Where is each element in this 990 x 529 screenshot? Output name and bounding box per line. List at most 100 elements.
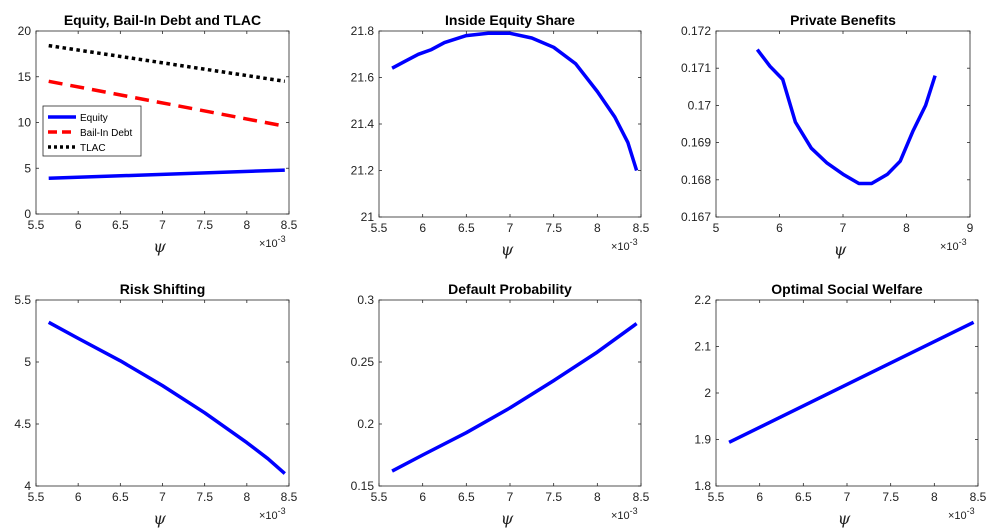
y-tick-label: 4 — [24, 479, 31, 493]
x-tick-label: 6.5 — [112, 218, 129, 232]
multiplier-base: ×10 — [940, 241, 959, 253]
y-tick-label: 0.3 — [357, 293, 374, 307]
x-tick-label: 8.5 — [633, 490, 650, 504]
x-axis-label: ψ — [153, 509, 166, 528]
chart-title: Equity, Bail-In Debt and TLAC — [64, 12, 261, 28]
legend: Equity Bail-In Debt TLAC — [42, 105, 142, 157]
y-tick-label: 2.2 — [694, 293, 711, 307]
chart-title: Optimal Social Welfare — [771, 281, 923, 297]
x-axis-label: ψ — [834, 240, 847, 259]
multiplier-exponent: -3 — [630, 237, 638, 247]
multiplier-exponent: -3 — [967, 506, 975, 516]
y-tick-label: 0.25 — [351, 355, 375, 369]
series-line-equity — [48, 168, 285, 181]
chart-title: Inside Equity Share — [445, 12, 575, 28]
multiplier-exponent: -3 — [278, 234, 286, 244]
series-line-1 — [391, 322, 638, 473]
chart-title: Default Probability — [448, 281, 572, 297]
y-tick-label: 0.2 — [357, 417, 374, 431]
x-tick-label: 7 — [840, 221, 847, 235]
x-axis-multiplier: ×10-3 — [259, 234, 286, 250]
x-tick-label: 6.5 — [795, 490, 812, 504]
x-tick-label: 8 — [243, 218, 250, 232]
x-axis-multiplier: ×10-3 — [948, 506, 975, 522]
multiplier-base: ×10 — [259, 510, 278, 522]
chart-panel-3: Private Benefits 5 6 7 8 9 0.167 0.168 0.169 0.17… — [681, 12, 974, 259]
multiplier-exponent: -3 — [278, 506, 286, 516]
x-tick-label: 7.5 — [196, 218, 213, 232]
multiplier-base: ×10 — [259, 238, 278, 250]
y-tick-label: 5.5 — [14, 293, 31, 307]
chart-title: Private Benefits — [790, 12, 896, 28]
series-line-bail-in-debt — [48, 79, 286, 128]
multiplier-exponent: -3 — [630, 506, 638, 516]
x-tick-label: 8.5 — [633, 221, 650, 235]
y-tick-label: 21.2 — [351, 164, 375, 178]
axes-box — [715, 299, 979, 487]
chart-panel-1: Equity, Bail-In Debt and TLAC 5.5 6 6.5 7 7.5… — [18, 12, 298, 256]
x-axis-multiplier: ×10-3 — [611, 506, 638, 522]
x-tick-label: 6.5 — [458, 490, 475, 504]
y-tick-label: 5 — [24, 355, 31, 369]
y-tick-label: 0.171 — [681, 61, 711, 75]
y-tick-label: 0.172 — [681, 24, 711, 38]
series-line-tlac — [48, 43, 286, 84]
y-tick-label: 21.6 — [351, 71, 375, 85]
y-tick-label: 2 — [704, 386, 711, 400]
x-tick-label: 6 — [776, 221, 783, 235]
y-tick-label: 0.167 — [681, 210, 711, 224]
y-tick-label: 21.8 — [351, 24, 375, 38]
legend-label: Equity — [80, 113, 108, 124]
x-tick-label: 8.5 — [970, 490, 987, 504]
x-tick-label: 9 — [967, 221, 974, 235]
axes-box — [35, 299, 290, 487]
y-tick-label: 10 — [18, 116, 32, 130]
x-tick-label: 8.5 — [281, 218, 298, 232]
y-tick-label: 4.5 — [14, 417, 31, 431]
y-tick-label: 0.15 — [351, 479, 375, 493]
axes-box — [715, 30, 971, 218]
x-tick-label: 6 — [75, 490, 82, 504]
series-line-1 — [47, 320, 286, 475]
legend-label: TLAC — [80, 143, 106, 154]
x-axis-label: ψ — [153, 237, 166, 256]
y-tick-label: 15 — [18, 70, 32, 84]
chart-panel-4: Risk Shifting 5.5 6 6.5 7 7.5 8 8.5 4 4.5 5 5.5 ψ ×10… — [14, 281, 297, 528]
x-tick-label: 7.5 — [545, 221, 562, 235]
x-axis-multiplier: ×10-3 — [611, 237, 638, 253]
x-tick-label: 7.5 — [545, 490, 562, 504]
y-tick-label: 0.17 — [688, 98, 712, 112]
x-tick-label: 8 — [594, 490, 601, 504]
x-tick-label: 8 — [931, 490, 938, 504]
x-tick-label: 7 — [159, 490, 166, 504]
multiplier-base: ×10 — [611, 241, 630, 253]
axes-box — [378, 30, 642, 218]
x-axis-label: ψ — [838, 509, 851, 528]
chart-panel-2: Inside Equity Share 5.5 6 6.5 7 7.5 8 8.5 21 21.2… — [351, 12, 650, 259]
legend-box — [42, 105, 142, 157]
x-tick-label: 7 — [844, 490, 851, 504]
x-tick-label: 6 — [419, 221, 426, 235]
x-tick-label: 7.5 — [196, 490, 213, 504]
x-tick-label: 5.5 — [371, 221, 388, 235]
chart-panel-6: Optimal Social Welfare 5.5 6 6.5 7 7.5 8 8.5 1.8… — [694, 281, 986, 528]
y-tick-label: 2.1 — [694, 340, 711, 354]
y-tick-label: 0 — [24, 207, 31, 221]
x-axis-label: ψ — [501, 240, 514, 259]
x-axis-label: ψ — [501, 509, 514, 528]
x-tick-label: 6.5 — [112, 490, 129, 504]
x-axis-multiplier: ×10-3 — [259, 506, 286, 522]
x-tick-label: 5.5 — [371, 490, 388, 504]
x-tick-label: 5.5 — [28, 490, 45, 504]
x-tick-label: 6 — [419, 490, 426, 504]
y-tick-label: 1.8 — [694, 479, 711, 493]
x-tick-label: 7 — [507, 221, 514, 235]
series-line-1 — [391, 31, 639, 172]
y-tick-label: 0.168 — [681, 173, 711, 187]
x-axis-multiplier: ×10-3 — [940, 237, 967, 253]
series-line-1 — [755, 48, 937, 186]
x-tick-label: 8.5 — [281, 490, 298, 504]
x-tick-label: 5.5 — [708, 490, 725, 504]
y-tick-label: 20 — [18, 24, 32, 38]
